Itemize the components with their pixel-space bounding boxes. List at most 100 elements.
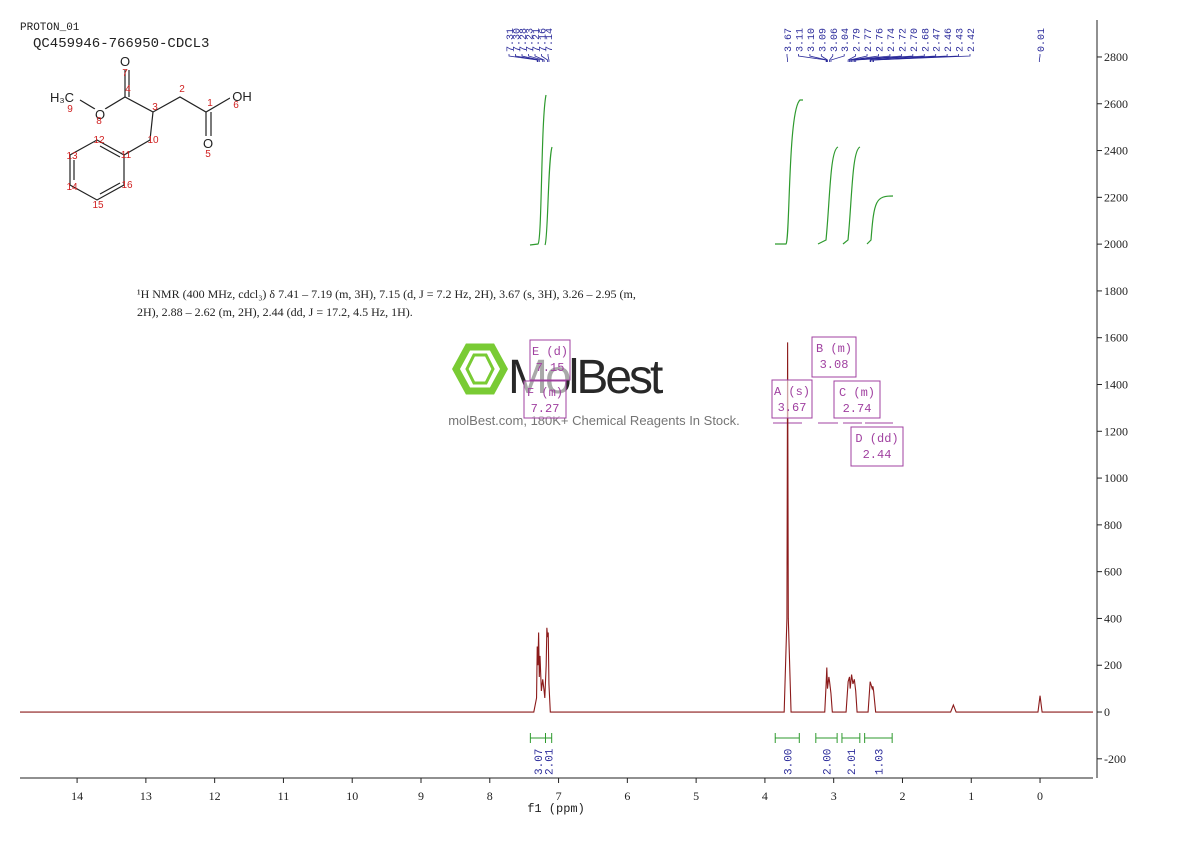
peak-label: 7.14 [545, 28, 556, 52]
atom-number: 6 [233, 100, 239, 111]
atom-number: 11 [121, 150, 132, 161]
integral-bar [774, 733, 800, 743]
peak-connector [515, 54, 539, 62]
atom-label: O [203, 136, 213, 151]
x-tick-label: 14 [71, 789, 83, 803]
integral-label: 1.03 [874, 749, 886, 775]
y-tick-label: 1000 [1104, 471, 1128, 485]
multiplet-name: D (dd) [855, 432, 898, 446]
peak-connector [508, 54, 538, 62]
peak-connector [534, 54, 545, 62]
y-tick-label: -200 [1104, 752, 1126, 766]
atom-label: OH [232, 89, 252, 104]
integral-bar [841, 733, 861, 743]
x-tick-label: 10 [346, 789, 358, 803]
peak-connector [849, 54, 879, 62]
peak-label: 2.70 [910, 28, 921, 52]
atom-number: 15 [92, 200, 104, 211]
multiplet-shift: 7.15 [536, 361, 565, 375]
multiplet-name: C (m) [839, 386, 875, 400]
integral-bar [864, 733, 893, 743]
x-tick-label: 11 [278, 789, 290, 803]
multiplet-box [523, 380, 567, 419]
peak-connector [798, 54, 827, 62]
peak-connector [847, 54, 857, 62]
y-tick-label: 800 [1104, 518, 1122, 532]
atom-number: 9 [67, 104, 73, 115]
multiplet-shift: 3.67 [778, 401, 807, 415]
integral-curves [529, 94, 894, 246]
peak-label: 7.30 [513, 28, 524, 52]
y-tick-label: 0 [1104, 705, 1110, 719]
peak-label: 3.10 [807, 28, 818, 52]
peak-connector [852, 54, 902, 62]
integral-label: 3.00 [783, 749, 795, 775]
peak-label: 7.23 [526, 28, 537, 52]
peak-label: 3.67 [784, 28, 795, 52]
atom-label: O [120, 54, 130, 69]
y-tick-label: 1400 [1104, 377, 1128, 391]
x-tick-label: 2 [899, 789, 905, 803]
peak-connector [830, 54, 845, 62]
x-tick-label: 6 [624, 789, 630, 803]
atom-number: 1 [207, 98, 213, 109]
y-tick-label: 1600 [1104, 331, 1128, 345]
x-tick-label: 4 [762, 789, 768, 803]
y-tick-label: 2800 [1104, 50, 1128, 64]
integral-bar [544, 733, 553, 743]
integral-label: 2.01 [545, 748, 557, 775]
multiplet-shift: 7.27 [531, 402, 560, 416]
peak-label: 7.21 [532, 28, 543, 52]
multiplet-box [771, 379, 813, 419]
multiplet-box [529, 339, 571, 381]
integral-label: 2.01 [847, 748, 859, 775]
atom-number: 4 [125, 84, 131, 95]
integral-bar [815, 733, 838, 743]
atom-number: 12 [93, 135, 105, 146]
multiplet-shift: 2.44 [863, 448, 892, 462]
sample: QC459946-766950-CDCL3 [33, 36, 209, 52]
integral-label: 2.00 [822, 749, 834, 775]
watermark: MolBest molBest.com, 180K+ Chemical Reag… [448, 343, 740, 428]
peak-label: 2.72 [898, 28, 909, 52]
peak-label: 3.09 [818, 28, 829, 52]
multiplet-name: E (d) [532, 345, 568, 359]
atom-number: 7 [122, 68, 128, 79]
atom-number: 2 [179, 84, 185, 95]
multiplet-box [833, 380, 881, 419]
atom-number: 13 [66, 151, 78, 162]
integral-bar [529, 733, 546, 743]
atom-label: O [203, 136, 213, 151]
y-tick-label: 400 [1104, 611, 1122, 625]
peak-label: 3.06 [830, 28, 841, 52]
peak-label: 3.04 [841, 28, 852, 52]
multiplet-shift: 3.08 [820, 358, 849, 372]
watermark-slogan: molBest.com, 180K+ Chemical Reagents In … [448, 413, 740, 428]
atom-label: O [120, 54, 130, 69]
peak-connector [873, 54, 971, 62]
multiplet-shift: 2.74 [843, 402, 872, 416]
atom-number: 3 [152, 102, 158, 113]
y-tick-label: 600 [1104, 565, 1122, 579]
y-tick-label: 1200 [1104, 424, 1128, 438]
atom-label: O [95, 107, 105, 122]
peak-connector [829, 54, 834, 62]
x-tick-label: 7 [556, 789, 562, 803]
multiplet-name: A (s) [774, 385, 810, 399]
peak-label: 0.01 [1037, 28, 1048, 52]
y-tick-label: 2000 [1104, 237, 1128, 251]
x-tick-label: 1 [968, 789, 974, 803]
atom-number: 14 [66, 182, 78, 193]
peak-label: 7.16 [539, 28, 550, 52]
x-tick-label: 0 [1037, 789, 1043, 803]
x-tick-label: 5 [693, 789, 699, 803]
peak-label: 2.68 [921, 28, 932, 52]
integral-label: 3.07 [534, 749, 546, 775]
x-tick-label: 3 [831, 789, 837, 803]
peak-connector [547, 54, 550, 62]
peak-connector [851, 54, 891, 62]
description-line: ¹H NMR (400 MHz, cdcl₃) δ 7.41 – 7.19 (m… [137, 287, 636, 301]
peak-label: 2.46 [944, 28, 955, 52]
